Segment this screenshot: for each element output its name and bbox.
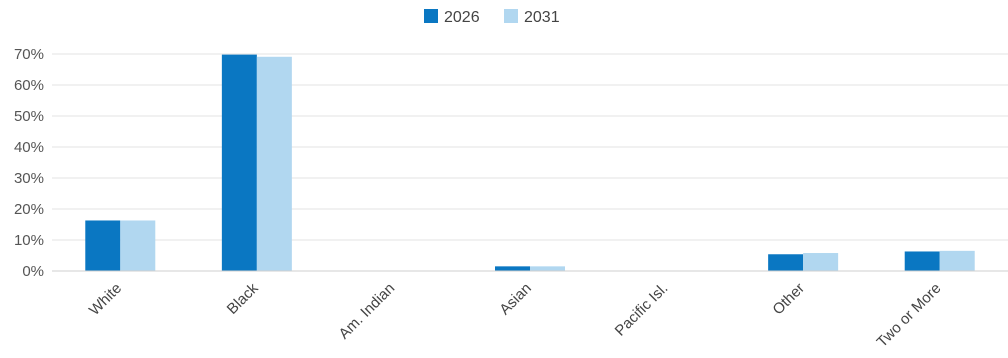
y-tick-label: 40% bbox=[14, 139, 44, 156]
bars bbox=[85, 54, 975, 272]
bar-2026-two-or-more bbox=[904, 251, 940, 271]
y-tick-label: 10% bbox=[14, 232, 44, 249]
legend-swatch bbox=[424, 9, 438, 23]
bar-2031-two-or-more bbox=[939, 250, 975, 271]
bar-2031-other bbox=[803, 253, 839, 271]
y-tick-label: 60% bbox=[14, 77, 44, 94]
x-axis-labels: White Black Am. Indian Asian Pacific Isl. Oth… bbox=[86, 279, 945, 350]
x-tick-label: Pacific Isl. bbox=[612, 280, 672, 340]
x-tick-label: Two or More bbox=[874, 280, 945, 351]
x-tick-label: White bbox=[86, 280, 125, 319]
x-tick-label: Black bbox=[224, 279, 262, 317]
bar-2031-black bbox=[256, 56, 292, 271]
legend-label: 2031 bbox=[524, 9, 560, 26]
bar-2026-black bbox=[221, 54, 257, 272]
bar-2026-white bbox=[85, 220, 121, 271]
y-tick-label: 50% bbox=[14, 108, 44, 125]
bar-2026-other bbox=[768, 254, 804, 271]
y-axis-ticks: 0% 10% 20% 30% 40% 50% 60% 70% bbox=[14, 46, 44, 280]
x-tick-label: Other bbox=[769, 280, 808, 319]
bar-2031-asian bbox=[530, 266, 565, 271]
bar-2026-asian bbox=[495, 266, 530, 271]
y-tick-label: 70% bbox=[14, 46, 44, 63]
legend: 2026 2031 bbox=[424, 9, 560, 26]
legend-label: 2026 bbox=[444, 9, 480, 26]
y-tick-label: 30% bbox=[14, 170, 44, 187]
legend-swatch bbox=[504, 9, 518, 23]
bar-2031-white bbox=[120, 220, 156, 271]
y-tick-label: 20% bbox=[14, 201, 44, 218]
gridlines bbox=[52, 53, 1008, 241]
x-tick-label: Am. Indian bbox=[336, 280, 399, 343]
y-tick-label: 0% bbox=[22, 263, 44, 280]
x-tick-label: Asian bbox=[496, 280, 535, 319]
